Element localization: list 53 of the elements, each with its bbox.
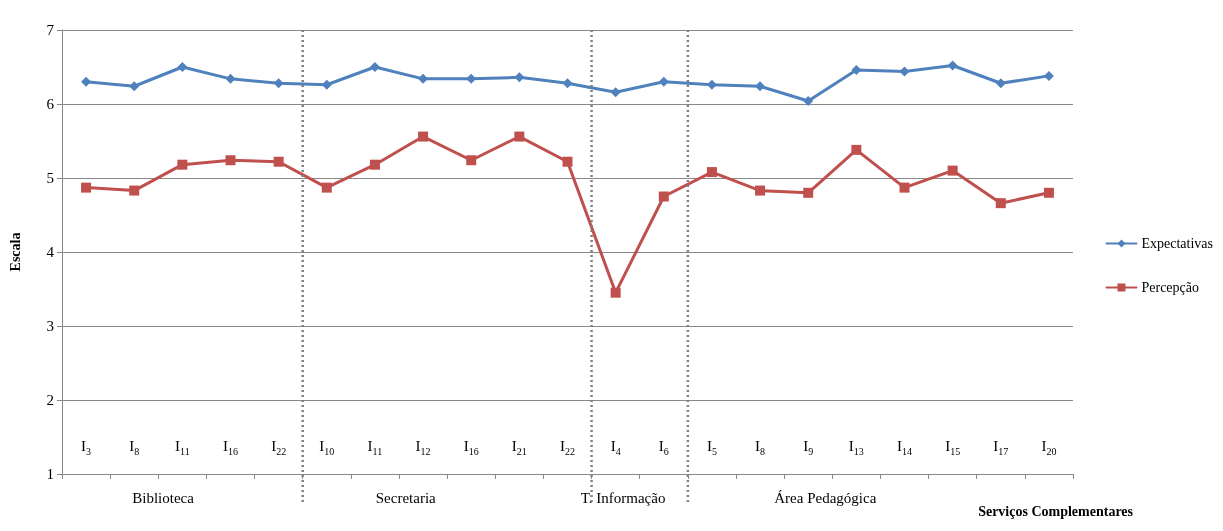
text: Secretaria [375,490,437,506]
point [706,167,717,178]
point [129,81,140,92]
y-tick-label: 7 [46,22,55,38]
point [418,131,429,142]
point [610,87,621,98]
point [466,155,477,166]
point [995,198,1006,209]
point [225,73,236,84]
y-tick-label: 4 [46,244,55,260]
text: T. Informação [580,490,666,506]
y-tick-label: 2 [46,392,54,408]
point [755,185,766,196]
point [658,76,669,87]
legend-label: Percepção [1141,280,1200,295]
point [851,64,862,75]
point [562,156,573,167]
point [129,185,140,196]
point [514,72,525,83]
point [225,155,236,166]
point [562,78,573,89]
y-tick-label: 6 [46,96,55,112]
point [947,165,958,176]
point [995,78,1006,89]
point [273,78,284,89]
point [81,182,92,193]
point [177,62,188,72]
x-axis-title: Serviços Complementares [978,503,1134,519]
point [610,287,621,298]
text: Biblioteca [132,490,195,506]
point [851,144,862,155]
point [899,66,910,77]
point [755,81,766,92]
y-tick-label: 1 [46,466,54,482]
point [369,62,380,72]
point [947,60,958,71]
y-axis-title: Escala [7,232,23,272]
point [1043,70,1054,81]
point [273,156,284,167]
point [658,191,669,202]
point [321,182,332,193]
text: Área Pedagógica [774,490,877,506]
point [1043,187,1054,198]
point [369,159,380,170]
point [803,96,814,107]
point [177,159,188,170]
point [803,187,814,198]
point [899,182,910,193]
y-tick-label: 3 [46,318,54,334]
point [81,76,92,87]
legend-label: Expectativas [1141,236,1214,251]
point [514,131,525,142]
y-tick-label: 5 [46,170,54,186]
